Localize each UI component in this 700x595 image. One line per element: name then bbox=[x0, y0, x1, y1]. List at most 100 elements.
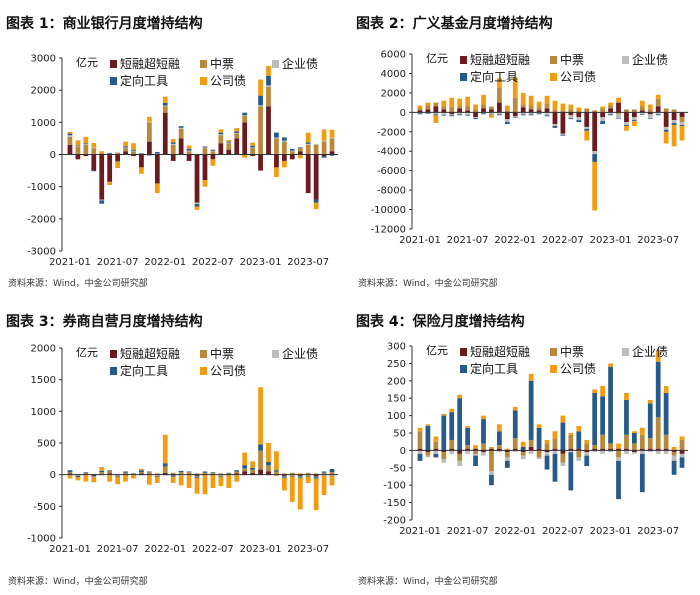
bar-segment bbox=[497, 445, 502, 449]
bar-segment bbox=[147, 116, 152, 122]
bar-segment bbox=[465, 115, 470, 116]
bar-segment bbox=[186, 145, 192, 149]
chart-title: 图表 4：保险月度增持结构 bbox=[356, 313, 525, 330]
bar-segment bbox=[139, 154, 144, 168]
bar-segment bbox=[75, 475, 81, 478]
unit-label: 亿元 bbox=[426, 52, 448, 65]
bar-segment bbox=[616, 443, 621, 449]
bar-segment bbox=[115, 475, 120, 477]
bar-segment bbox=[99, 199, 105, 201]
x-tick-label: 2021-07 bbox=[97, 257, 139, 268]
bar-segment bbox=[592, 445, 598, 449]
bar-segment bbox=[449, 112, 455, 115]
bar-segment bbox=[608, 363, 613, 367]
bar-segment bbox=[202, 472, 208, 475]
bar-segment bbox=[289, 475, 295, 477]
legend-swatch bbox=[272, 60, 279, 68]
bar-segment bbox=[560, 462, 566, 467]
bar-segment bbox=[433, 450, 439, 454]
bar-segment bbox=[226, 141, 232, 143]
bar-segment bbox=[178, 127, 184, 129]
bar-segment bbox=[584, 108, 590, 113]
bar-segment bbox=[282, 154, 287, 161]
legend-swatch bbox=[110, 367, 117, 375]
bar-segment bbox=[457, 394, 463, 399]
bar-segment bbox=[202, 180, 208, 187]
bar-segment bbox=[186, 148, 192, 151]
bar-segment bbox=[552, 125, 558, 128]
bar-segment bbox=[457, 106, 463, 109]
bar-segment bbox=[441, 115, 447, 116]
bar-segment bbox=[289, 150, 295, 152]
bar-segment bbox=[91, 147, 97, 149]
bar-segment bbox=[282, 160, 287, 168]
bar-segment bbox=[560, 422, 566, 451]
bar-segment bbox=[679, 117, 685, 123]
bar-segment bbox=[83, 144, 89, 155]
bar-segment bbox=[552, 100, 558, 110]
y-tick-label: 100 bbox=[387, 411, 406, 422]
bar-segment bbox=[584, 452, 590, 456]
bar-segment bbox=[608, 450, 613, 453]
bar-segment bbox=[67, 135, 73, 137]
x-tick-label: 2022-07 bbox=[542, 526, 584, 537]
bar-segment bbox=[305, 144, 311, 155]
bar-segment bbox=[624, 109, 629, 113]
bar-segment bbox=[83, 154, 89, 157]
bar-segment bbox=[671, 123, 677, 125]
bar-segment bbox=[655, 94, 661, 99]
bar-segment bbox=[504, 112, 510, 120]
chart-title: 图表 3：券商自营月度增持结构 bbox=[6, 313, 203, 330]
bar-segment bbox=[616, 114, 621, 119]
bar-segment bbox=[282, 477, 287, 491]
bar-segment bbox=[568, 434, 574, 449]
bar-segment bbox=[91, 476, 97, 478]
bar-segment bbox=[210, 154, 216, 160]
bar-segment bbox=[305, 476, 311, 483]
y-tick-label: 0 bbox=[50, 470, 56, 481]
bar-segment bbox=[425, 452, 431, 456]
x-tick-label: 2022-01 bbox=[494, 235, 536, 246]
bar-segment bbox=[433, 441, 439, 449]
bar-segment bbox=[608, 366, 613, 444]
bar-segment bbox=[234, 131, 240, 133]
bar-segment bbox=[131, 154, 136, 157]
legend-label: 企业债 bbox=[282, 346, 318, 361]
bar-segment bbox=[258, 154, 263, 171]
bar-segment bbox=[194, 475, 200, 477]
bar-segment bbox=[218, 475, 224, 476]
bar-segment bbox=[632, 112, 637, 118]
bar-segment bbox=[417, 453, 423, 461]
bar-segment bbox=[154, 473, 160, 475]
bar-segment bbox=[218, 134, 224, 136]
bar-segment bbox=[99, 151, 105, 153]
bar-segment bbox=[520, 114, 526, 116]
bar-segment bbox=[297, 474, 303, 476]
bar-segment bbox=[600, 450, 605, 454]
bar-segment bbox=[250, 142, 255, 146]
bar-segment bbox=[632, 121, 637, 126]
bar-segment bbox=[99, 467, 105, 471]
bar-segment bbox=[552, 109, 558, 113]
bar-segment bbox=[91, 474, 97, 476]
bar-segment bbox=[266, 66, 271, 76]
bar-segment bbox=[584, 130, 590, 141]
bar-segment bbox=[504, 450, 510, 453]
bar-segment bbox=[457, 112, 463, 115]
bar-segment bbox=[449, 115, 455, 117]
bar-segment bbox=[663, 112, 669, 127]
bar-segment bbox=[83, 143, 89, 145]
bar-segment bbox=[576, 426, 582, 432]
bar-segment bbox=[329, 137, 335, 139]
bar-segment bbox=[67, 133, 73, 136]
bar-segment bbox=[449, 107, 455, 113]
y-tick-label: -10000 bbox=[371, 205, 406, 216]
bar-segment bbox=[313, 143, 319, 145]
bar-segment bbox=[481, 113, 486, 115]
bar-segment bbox=[639, 110, 645, 113]
x-tick-label: 2023-07 bbox=[287, 257, 329, 268]
bar-segment bbox=[226, 142, 232, 144]
legend-label: 中票 bbox=[560, 52, 584, 67]
bar-segment bbox=[528, 114, 534, 116]
bar-segment bbox=[679, 124, 685, 126]
